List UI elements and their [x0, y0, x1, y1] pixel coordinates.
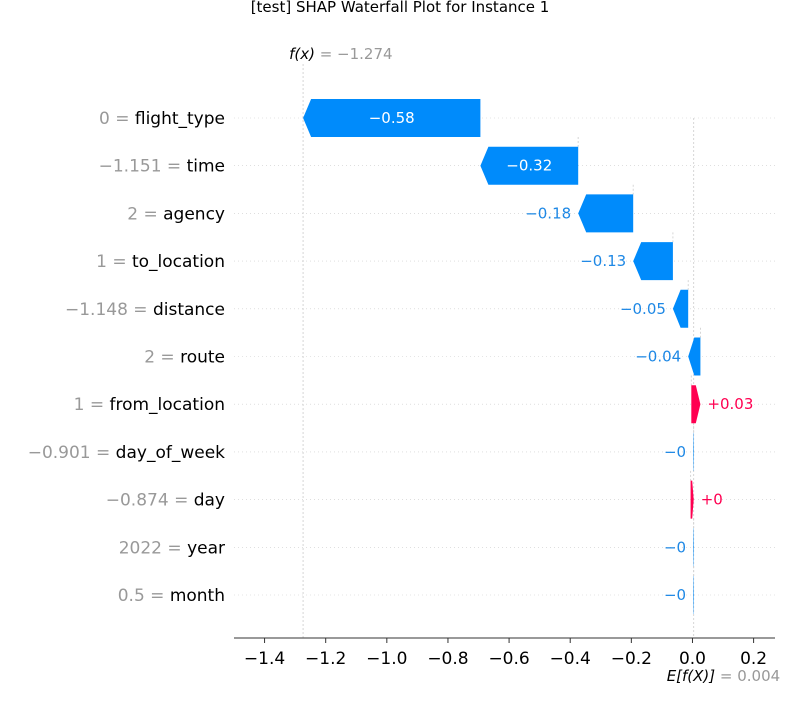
annotations: f(x) = −1.274 E[f(X)] = 0.004	[289, 45, 780, 685]
negative-contribution-bar	[578, 194, 634, 233]
feature-value: 2 =	[144, 348, 180, 368]
feature-name: day	[194, 491, 225, 511]
feature-name: route	[180, 348, 225, 368]
feature-label: 1 = to_location	[96, 252, 225, 272]
bar-value-label: −0.05	[620, 300, 666, 318]
feature-label: 2 = route	[144, 348, 225, 368]
negative-contribution-bar	[303, 99, 481, 137]
efx-annotation: E[f(X)] = 0.004	[667, 667, 781, 685]
feature-label: 2022 = year	[119, 538, 225, 558]
feature-name: month	[170, 586, 225, 606]
negative-contribution-bar	[693, 576, 694, 614]
bars-layer: −0.58 −0.32 −0.18 −0.13 −0.05 −0.04 +0.03 −0 +0 −…	[303, 99, 753, 614]
bar-value-label: −0	[664, 586, 686, 604]
fx-annotation: f(x) = −1.274	[289, 45, 393, 63]
feature-name: year	[187, 538, 225, 558]
feature-label: −1.151 = time	[99, 157, 225, 177]
feature-name: to_location	[132, 252, 225, 272]
negative-contribution-bar	[693, 528, 694, 567]
feature-name: flight_type	[135, 109, 225, 129]
fx-value: = −1.274	[320, 45, 393, 63]
negative-contribution-bar	[672, 289, 689, 328]
efx-label: E[f(X)]	[667, 667, 720, 685]
bar-value-label: −0	[664, 538, 686, 556]
feature-value: −1.151 =	[99, 157, 187, 177]
x-tick-label: −1.4	[244, 649, 285, 669]
x-tick-label: −0.2	[611, 649, 652, 669]
bar-value-label: +0.03	[707, 395, 753, 413]
bar-value-label: −0.58	[369, 109, 415, 127]
feature-name: time	[187, 157, 225, 177]
negative-contribution-bar	[693, 432, 694, 471]
negative-contribution-bar	[633, 242, 673, 281]
feature-value: 1 =	[74, 395, 110, 415]
feature-label: 2 = agency	[127, 204, 225, 224]
bar-value-label: −0.13	[580, 252, 626, 270]
bar-value-label: +0	[701, 491, 723, 509]
bar-value-label: −0.18	[525, 204, 571, 222]
bar-value-label: −0	[664, 443, 686, 461]
feature-label: 0 = flight_type	[99, 109, 225, 129]
feature-value: 2022 =	[119, 538, 187, 558]
x-tick-label: −1.0	[366, 649, 407, 669]
x-tick-label: −1.2	[305, 649, 346, 669]
feature-name: agency	[163, 204, 225, 224]
feature-label: −1.148 = distance	[65, 300, 225, 320]
feature-value: −0.874 =	[106, 491, 194, 511]
bar-value-label: −0.04	[635, 348, 681, 366]
feature-label: −0.874 = day	[106, 491, 225, 511]
x-tick-label: 0.2	[740, 649, 767, 669]
feature-value: 2 =	[127, 204, 163, 224]
positive-contribution-bar	[691, 385, 701, 424]
feature-label: −0.901 = day_of_week	[28, 443, 225, 463]
feature-name: from_location	[109, 395, 225, 415]
negative-contribution-bar	[688, 337, 701, 376]
x-tick-label: 0.0	[679, 649, 706, 669]
feature-name: distance	[153, 300, 225, 320]
bar-value-label: −0.32	[506, 157, 552, 175]
feature-value: 1 =	[96, 252, 132, 272]
feature-label: 0.5 = month	[118, 586, 225, 606]
feature-value: 0 =	[99, 109, 135, 129]
feature-value: 0.5 =	[118, 586, 170, 606]
fx-label: f(x)	[289, 45, 320, 63]
x-tick-label: −0.6	[488, 649, 529, 669]
x-tick-label: −0.4	[550, 649, 591, 669]
feature-label: 1 = from_location	[74, 395, 225, 415]
x-tick-label: −0.8	[427, 649, 468, 669]
feature-labels: 0 = flight_type −1.151 = time 2 = agency 1 …	[28, 109, 225, 606]
efx-value: = 0.004	[720, 667, 780, 685]
feature-value: −0.901 =	[28, 443, 116, 463]
feature-name: day_of_week	[116, 443, 225, 463]
x-axis: −1.4 −1.2 −1.0 −0.8 −0.6 −0.4 −0.2 0.0 0.2	[234, 637, 775, 669]
feature-value: −1.148 =	[65, 300, 153, 320]
positive-contribution-bar	[690, 480, 694, 519]
chart-title: [test] SHAP Waterfall Plot for Instance …	[251, 0, 550, 16]
negative-contribution-bar	[480, 146, 579, 185]
